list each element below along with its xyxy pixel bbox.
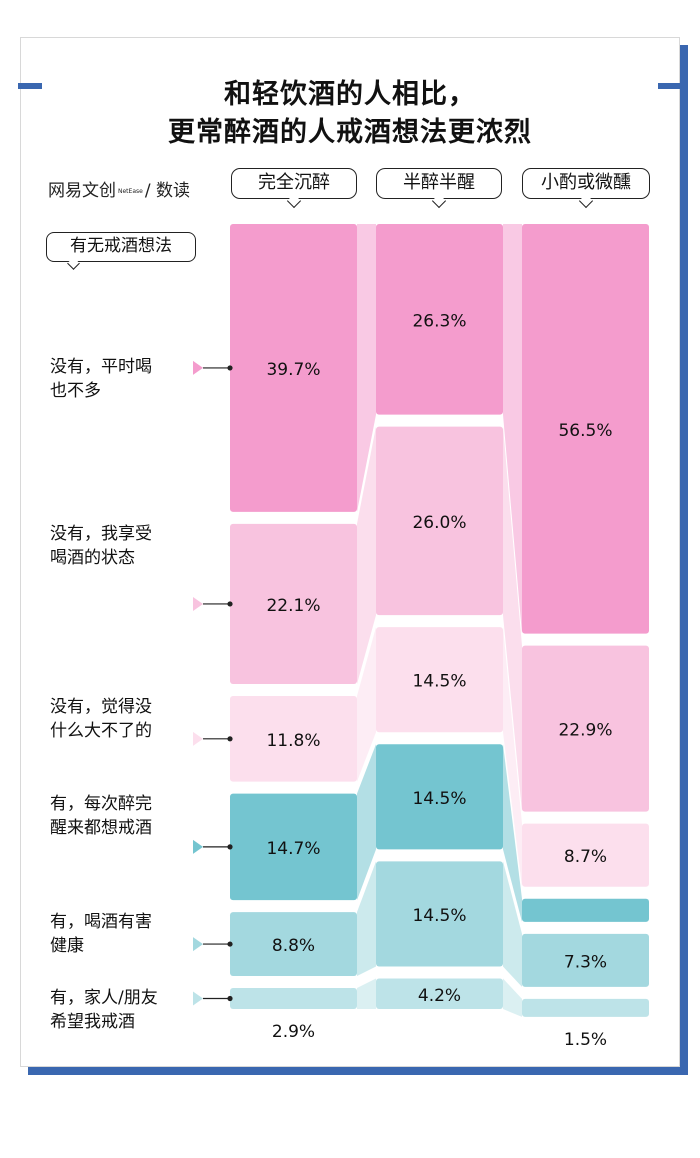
value-label: 26.0%	[412, 513, 466, 533]
row-label-line: 没有，平时喝	[50, 357, 152, 377]
value-label: 8.8%	[272, 936, 315, 956]
value-label: 4.2%	[418, 986, 461, 1006]
bar-segment	[230, 523, 357, 685]
row-label-line: 没有，我享受	[50, 524, 152, 544]
bar-segment	[522, 933, 649, 987]
bar-segment	[376, 224, 503, 415]
row-label-line: 醒来都想戒酒	[50, 818, 152, 838]
flow-connector	[357, 426, 376, 685]
value-label: 22.9%	[558, 721, 612, 741]
row-label-line: 喝酒的状态	[50, 548, 135, 568]
flow-connector	[357, 627, 376, 782]
bar-segment	[376, 978, 503, 1009]
column-tag-tipsy: 小酌或微醺	[522, 168, 650, 199]
flow-connector	[357, 224, 376, 512]
chart-title-line1: 和轻饮酒的人相比，	[224, 79, 476, 110]
row-label-line: 希望我戒酒	[50, 1012, 135, 1032]
question-tag: 有无戒酒想法	[46, 232, 196, 262]
column-tag-fully-drunk: 完全沉醉	[231, 168, 357, 199]
brand-sub: / 数读	[144, 181, 190, 201]
flow-connector	[503, 978, 522, 1017]
value-label: 22.1%	[266, 596, 320, 616]
flow-connector	[357, 744, 376, 901]
row-marker-arrow	[193, 839, 203, 854]
left-accent-mark	[18, 83, 42, 89]
flow-connector	[503, 861, 522, 987]
bar-segment	[230, 696, 357, 782]
bar-segment	[230, 224, 357, 512]
value-label: 14.5%	[412, 672, 466, 692]
flow-connector	[357, 861, 376, 976]
row-label-line: 有，家人/朋友	[50, 988, 158, 1008]
bar-segment	[230, 987, 357, 1009]
bar-segment	[522, 645, 649, 812]
row-marker-arrow	[193, 991, 203, 1006]
value-label: 39.7%	[266, 360, 320, 380]
brand-name: 网易文创	[48, 181, 116, 201]
row-label-line: 健康	[50, 936, 84, 956]
bar-segment	[522, 898, 649, 922]
row-marker-arrow	[193, 937, 203, 952]
row-label-line: 有，喝酒有害	[50, 912, 152, 932]
value-label: 14.7%	[266, 839, 320, 859]
row-label-no-enjoy: 没有，我享受 喝酒的状态	[50, 522, 190, 570]
brand-logo: 网易文创 NetEase / 数读	[48, 176, 190, 201]
brand-netease: NetEase	[118, 187, 143, 195]
row-label-yes-family: 有，家人/朋友 希望我戒酒	[50, 986, 190, 1034]
flow-connector	[503, 224, 522, 634]
right-accent-mark	[658, 83, 682, 89]
bar-segment	[376, 627, 503, 733]
row-label-line: 什么大不了的	[50, 721, 152, 741]
flow-connector	[503, 744, 522, 922]
bar-segment	[522, 224, 649, 634]
value-label: 11.8%	[266, 731, 320, 751]
value-label: 7.3%	[564, 952, 607, 972]
row-marker-arrow	[193, 596, 203, 611]
row-label-no-no-big-deal: 没有，觉得没 什么大不了的	[50, 695, 190, 743]
value-label: 56.5%	[558, 421, 612, 441]
bar-segment	[230, 793, 357, 901]
row-leader-dot	[227, 995, 233, 1002]
row-label-line: 也不多	[50, 381, 101, 401]
bar-segment	[522, 998, 649, 1017]
row-leader-dot	[227, 601, 233, 607]
value-label: 14.5%	[412, 789, 466, 809]
value-label: 26.3%	[412, 311, 466, 331]
value-label: 14.5%	[412, 906, 466, 926]
row-marker-arrow	[193, 360, 203, 375]
row-label-yes-health: 有，喝酒有害 健康	[50, 910, 190, 958]
row-leader-dot	[227, 365, 233, 371]
value-label: 8.7%	[564, 847, 607, 867]
row-label-line: 没有，觉得没	[50, 697, 152, 717]
row-leader-dot	[227, 844, 233, 850]
bar-segment	[522, 823, 649, 887]
row-leader-dot	[227, 736, 233, 742]
row-marker-arrow	[193, 731, 203, 746]
flow-connector	[503, 627, 522, 887]
bar-segment	[376, 426, 503, 616]
bar-segment	[376, 861, 503, 967]
flow-connector	[357, 978, 376, 1009]
column-tag-half-drunk: 半醉半醒	[376, 168, 502, 199]
row-label-line: 有，每次醉完	[50, 794, 152, 814]
row-leader-dot	[227, 941, 233, 947]
flow-connector	[503, 426, 522, 812]
bar-segment	[376, 744, 503, 850]
value-label: 2.9%	[272, 1022, 315, 1042]
chart-title-line2: 更常醉酒的人戒酒想法更浓烈	[168, 117, 532, 148]
value-label: 1.5%	[564, 1030, 607, 1050]
row-label-yes-after-drunk: 有，每次醉完 醒来都想戒酒	[50, 792, 190, 840]
bar-segment	[230, 912, 357, 976]
row-label-no-drink-little: 没有，平时喝 也不多	[50, 355, 190, 403]
